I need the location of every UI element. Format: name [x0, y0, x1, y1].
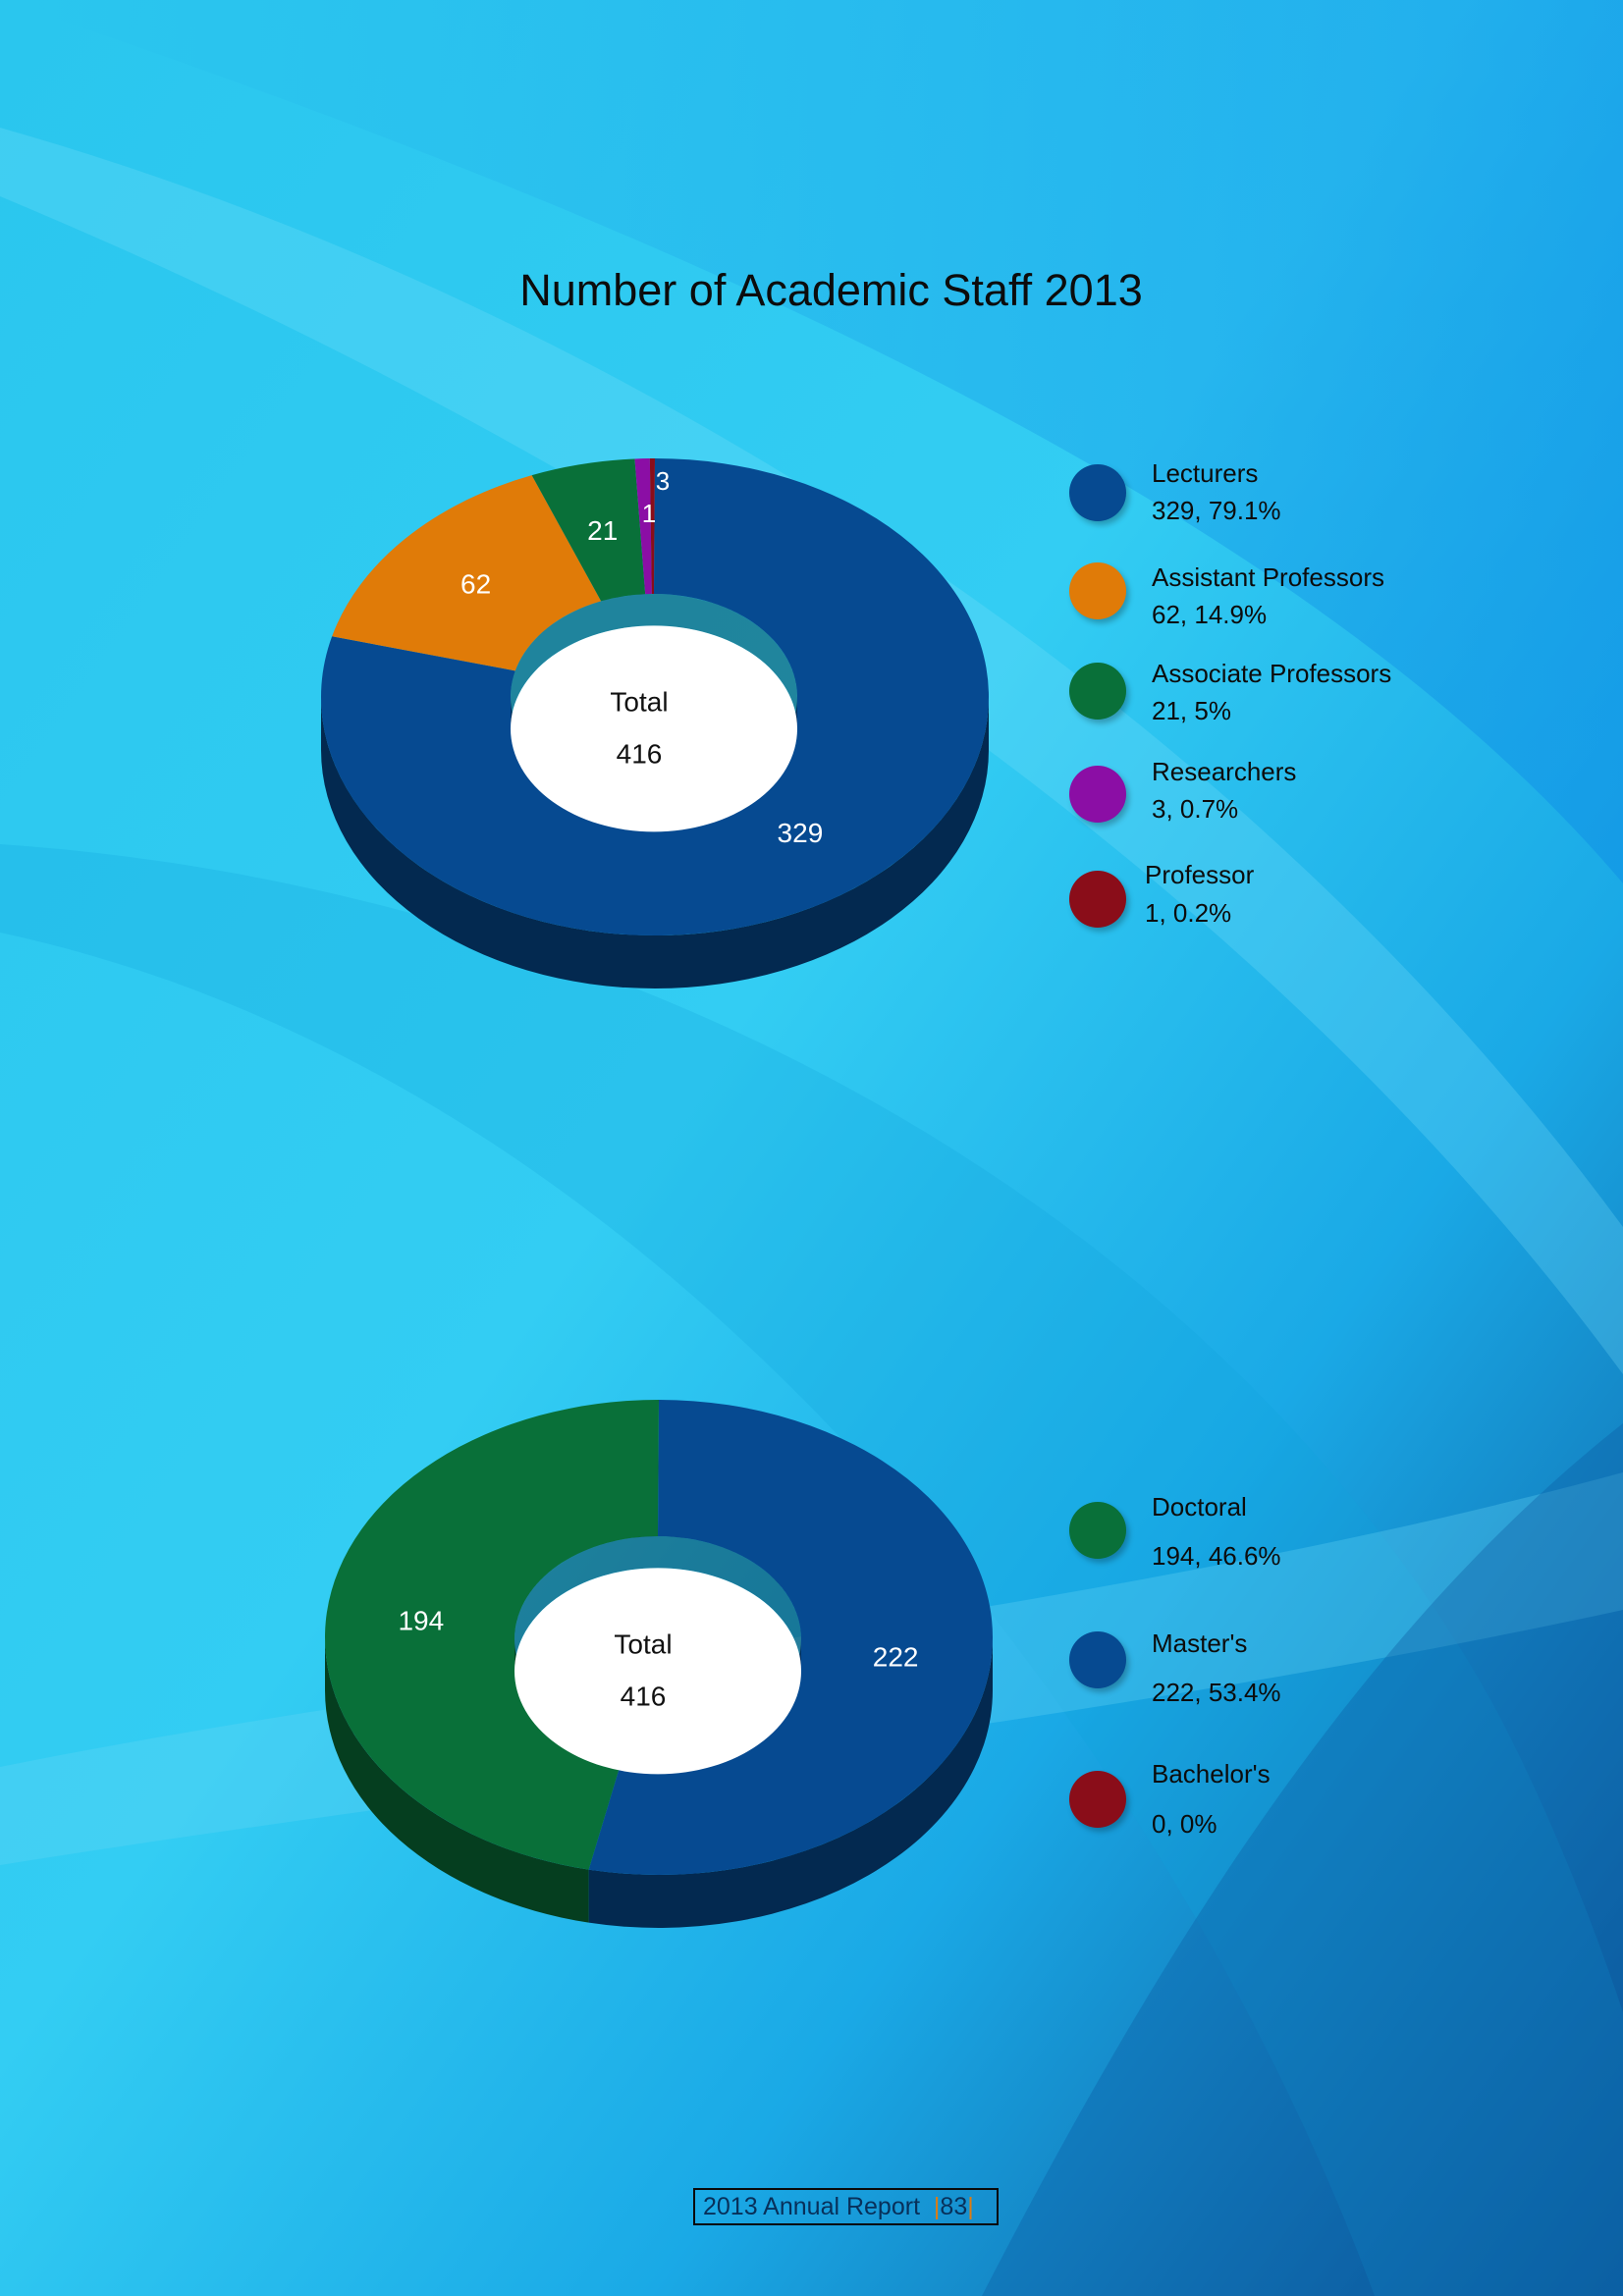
- footer-text: 2013 Annual Report: [703, 2193, 921, 2220]
- rank-legend-name: Researchers: [1152, 757, 1297, 786]
- qualification-legend-value: 222, 53.4%: [1152, 1678, 1281, 1707]
- qualification-side-master-s: [588, 1637, 993, 1928]
- rank-data-label-associate-professors: 21: [587, 515, 618, 546]
- rank-data-label-lecturers: 329: [778, 818, 824, 848]
- rank-hole-inner-wall: [511, 594, 797, 729]
- rank-legend-value: 3, 0.7%: [1152, 794, 1239, 824]
- rank-slice-researchers: [634, 458, 652, 595]
- rank-data-label-researchers: 3: [656, 466, 670, 496]
- rank-slice-associate-professors: [531, 458, 646, 602]
- rank-data-label-assistant-professors: 62: [460, 569, 491, 600]
- rank-legend-value: 21, 5%: [1152, 696, 1231, 725]
- rank-legend-swatch: [1069, 871, 1126, 928]
- qualification-donut-chart: Total 416 222 194: [325, 1400, 994, 1928]
- rank-legend-value: 1, 0.2%: [1145, 898, 1232, 928]
- rank-data-label-professor: 1: [642, 499, 656, 528]
- rank-center-hole: [511, 625, 797, 832]
- footer-page-label: 2013 Annual Report |83|: [693, 2188, 999, 2225]
- rank-side-lecturers: [321, 697, 989, 988]
- qualification-legend-value: 0, 0%: [1152, 1809, 1217, 1839]
- qualification-legend-swatch: [1069, 1771, 1126, 1828]
- rank-legend-name: Professor: [1145, 860, 1255, 889]
- rank-slice-assistant-professors: [332, 475, 602, 671]
- rank-legend-name: Lecturers: [1152, 458, 1259, 488]
- qualification-center-hole: [514, 1568, 801, 1775]
- qualification-hole-inner-wall: [514, 1536, 801, 1672]
- rank-center-label: Total: [610, 686, 668, 717]
- rank-legend-name: Associate Professors: [1152, 659, 1392, 688]
- qualification-data-label-doctoral: 194: [398, 1606, 444, 1636]
- footer-page-number: |83|: [926, 2193, 974, 2220]
- qualification-center-label: Total: [614, 1629, 672, 1659]
- qualification-legend-name: Master's: [1152, 1629, 1248, 1658]
- qualification-data-label-master-s: 222: [873, 1641, 919, 1672]
- page-title: Number of Academic Staff 2013: [519, 265, 1143, 315]
- rank-legend-swatch: [1069, 464, 1126, 521]
- rank-legend-value: 329, 79.1%: [1152, 496, 1281, 525]
- qualification-legend-swatch: [1069, 1502, 1126, 1559]
- rank-legend-swatch: [1069, 663, 1126, 720]
- qualification-center-value: 416: [621, 1681, 667, 1711]
- qualification-side-doctoral: [325, 1637, 589, 1923]
- qualification-legend-swatch: [1069, 1631, 1126, 1688]
- rank-legend-value: 62, 14.9%: [1152, 600, 1268, 629]
- academic-rank-donut-chart: Total 416 329 62 21 31: [321, 458, 989, 988]
- rank-slice-professor: [649, 458, 655, 595]
- qualification-legend-name: Doctoral: [1152, 1492, 1247, 1522]
- rank-center-value: 416: [617, 738, 663, 769]
- rank-legend-swatch: [1069, 562, 1126, 619]
- qualification-legend-value: 194, 46.6%: [1152, 1541, 1281, 1571]
- qualification-legend-name: Bachelor's: [1152, 1759, 1271, 1789]
- rank-slice-lecturers: [321, 458, 989, 935]
- rank-legend-name: Assistant Professors: [1152, 562, 1384, 592]
- rank-legend-swatch: [1069, 766, 1126, 823]
